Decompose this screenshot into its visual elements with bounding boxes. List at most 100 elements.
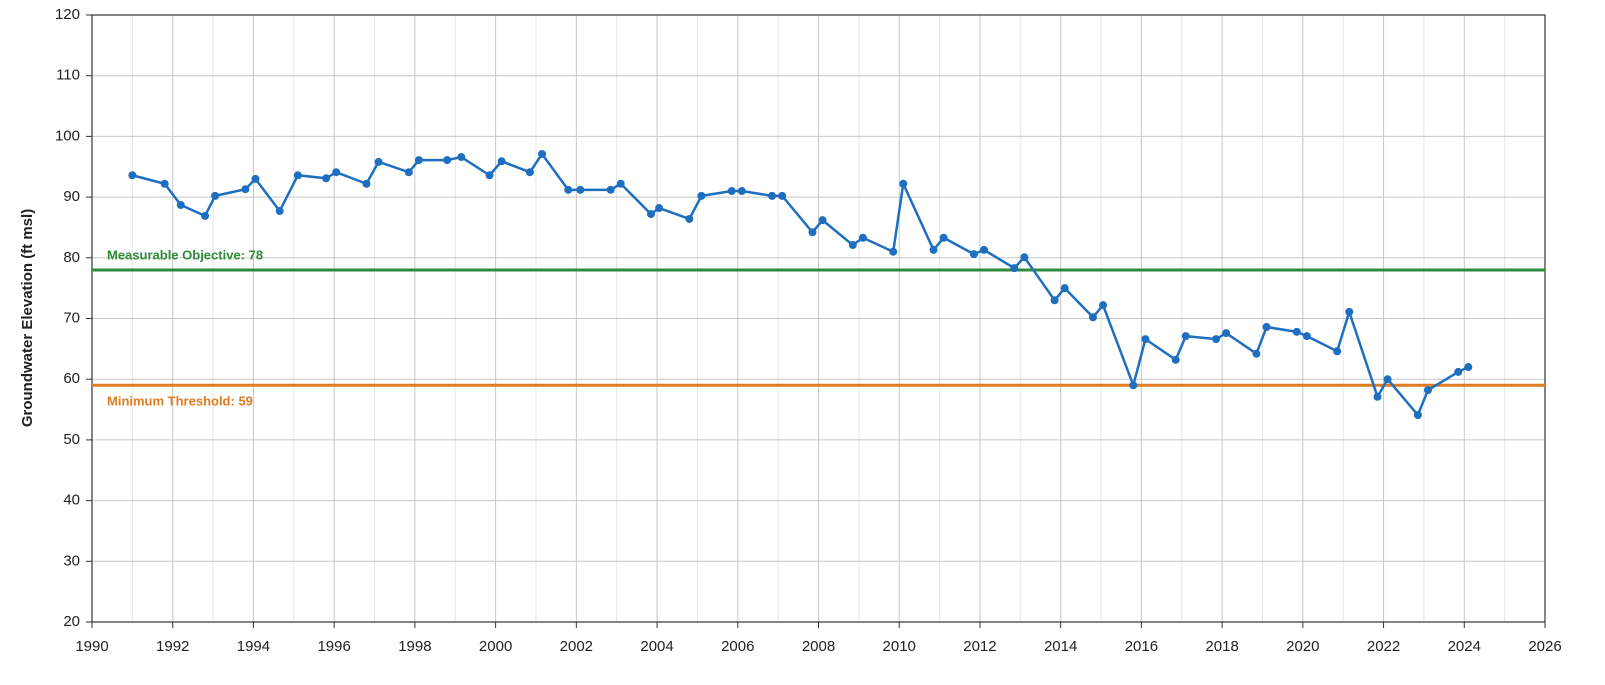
x-tick-label: 1996 [317, 638, 350, 655]
reference-label: Minimum Threshold: 59 [107, 394, 253, 409]
data-point [322, 174, 331, 183]
y-tick-label: 50 [63, 431, 80, 448]
y-tick-label: 100 [55, 127, 80, 144]
x-tick-label: 1994 [237, 638, 270, 655]
x-tick-label: 1992 [156, 638, 189, 655]
data-point [737, 187, 746, 196]
data-point [929, 245, 938, 254]
data-point [414, 156, 423, 165]
data-point [576, 185, 585, 194]
x-tick-label: 1990 [75, 638, 108, 655]
data-point [457, 153, 466, 162]
y-tick-label: 40 [63, 492, 80, 509]
y-tick-label: 20 [63, 613, 80, 630]
data-point [201, 211, 210, 220]
data-point [211, 191, 220, 200]
data-point [1060, 284, 1069, 293]
data-point [160, 179, 169, 188]
data-point [497, 157, 506, 166]
data-point [1141, 335, 1150, 344]
data-point [564, 185, 573, 194]
data-point [443, 156, 452, 165]
reference-label: Measurable Objective: 78 [107, 247, 263, 262]
y-tick-label: 60 [63, 370, 80, 387]
data-point [404, 168, 413, 177]
data-point [768, 191, 777, 200]
data-point [241, 185, 250, 194]
data-point [808, 228, 817, 237]
data-point [1345, 307, 1354, 316]
plot-frame [91, 14, 1546, 623]
data-point [606, 185, 615, 194]
data-point [1171, 355, 1180, 364]
data-point [251, 174, 260, 183]
x-tick-label: 2018 [1205, 638, 1238, 655]
x-tick-label: 2000 [479, 638, 512, 655]
data-line [132, 151, 1469, 418]
data-point [1129, 381, 1138, 390]
data-point [1292, 327, 1301, 336]
data-point [1302, 332, 1311, 341]
data-point [1212, 335, 1221, 344]
x-tick-label: 1998 [398, 638, 431, 655]
data-point [1010, 264, 1019, 273]
x-tick-label: 2004 [640, 638, 673, 655]
x-tick-label: 2024 [1448, 638, 1481, 655]
data-point [979, 245, 988, 254]
x-tick-label: 2006 [721, 638, 754, 655]
data-point [616, 179, 625, 188]
data-point [538, 150, 547, 159]
y-tick-label: 120 [55, 6, 80, 23]
data-point [1333, 347, 1342, 356]
x-tick-label: 2020 [1286, 638, 1319, 655]
data-point [1252, 349, 1261, 358]
data-point [778, 191, 787, 200]
data-point [1373, 392, 1382, 401]
data-point [1088, 313, 1097, 322]
data-point [697, 191, 706, 200]
data-point [374, 157, 383, 166]
data-point [362, 179, 371, 188]
data-point [1020, 253, 1029, 262]
x-tick-label: 2016 [1125, 638, 1158, 655]
data-point [1050, 296, 1059, 305]
data-point [969, 250, 978, 259]
data-point [293, 171, 302, 180]
data-point [1464, 363, 1473, 372]
data-point [1383, 375, 1392, 384]
y-axis-label: Groundwater Elevation (ft msl) [19, 209, 36, 427]
data-point [525, 168, 534, 177]
data-point [647, 210, 656, 219]
data-point [332, 168, 341, 177]
data-point [727, 187, 736, 196]
data-point [939, 233, 948, 242]
y-tick-label: 30 [63, 552, 80, 569]
data-point [899, 179, 908, 188]
data-point [889, 247, 898, 256]
y-tick-label: 80 [63, 249, 80, 266]
x-tick-label: 2012 [963, 638, 996, 655]
y-tick-label: 110 [56, 67, 80, 84]
data-point [1262, 322, 1271, 331]
data-point [685, 214, 694, 223]
data-point [485, 171, 494, 180]
x-tick-label: 2026 [1528, 638, 1561, 655]
x-tick-label: 2010 [883, 638, 916, 655]
data-point [1222, 329, 1231, 338]
data-point [275, 207, 284, 216]
data-point [848, 241, 857, 250]
data-point [858, 233, 867, 242]
y-tick-label: 90 [63, 188, 80, 205]
data-point [1454, 367, 1463, 376]
x-tick-label: 2014 [1044, 638, 1077, 655]
data-point [176, 200, 185, 209]
data-point [128, 171, 137, 180]
data-point [1423, 386, 1432, 395]
data-point [655, 204, 664, 213]
data-point [818, 216, 827, 225]
data-point [1413, 411, 1422, 420]
x-tick-label: 2022 [1367, 638, 1400, 655]
data-point [1181, 332, 1190, 341]
x-tick-label: 2008 [802, 638, 835, 655]
